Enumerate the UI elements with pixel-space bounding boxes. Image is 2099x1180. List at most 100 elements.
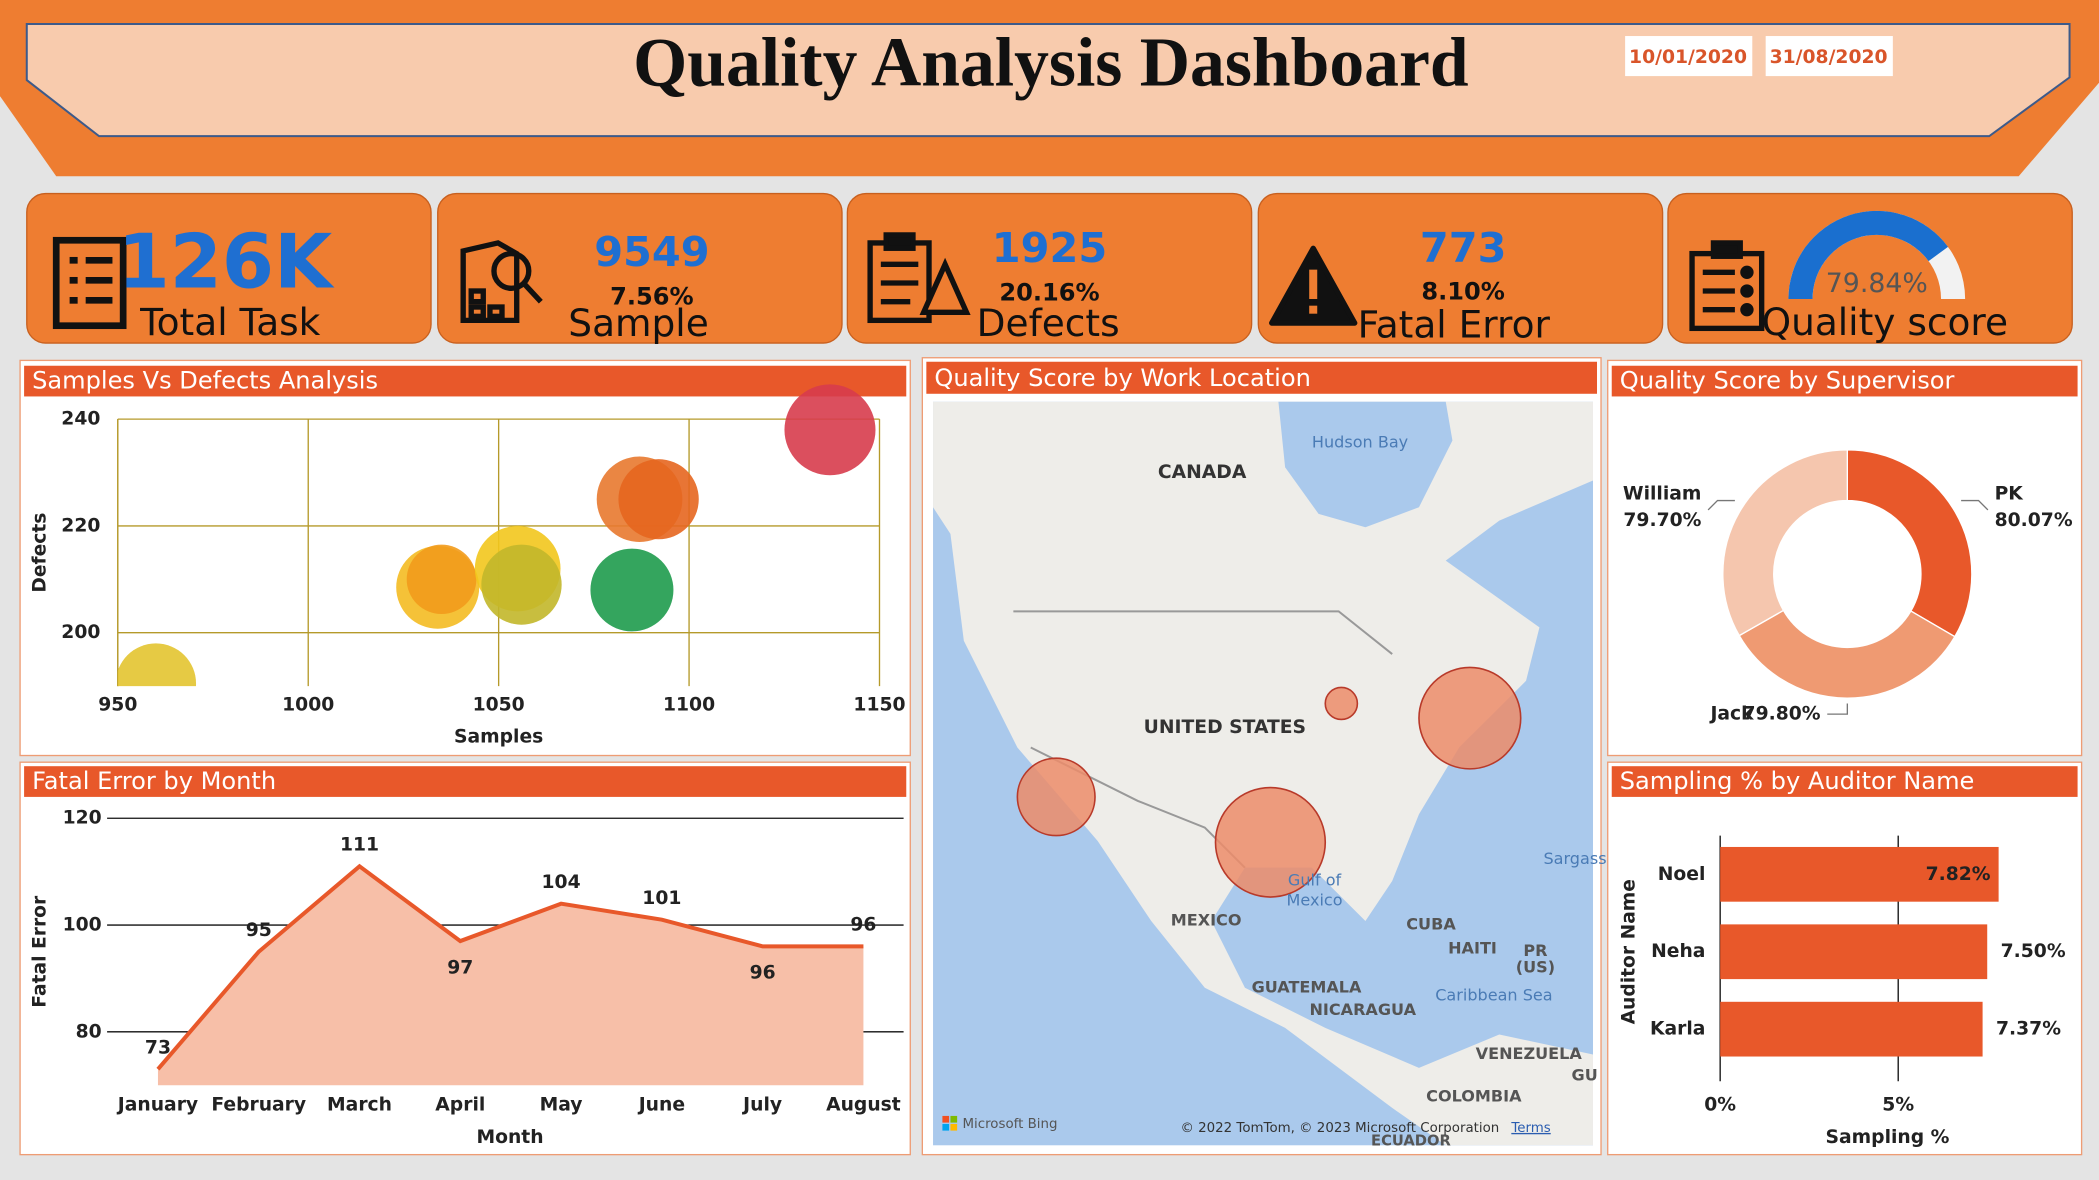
kpi-card <box>26 192 432 344</box>
panel-title: Quality Score by Supervisor <box>1620 367 1955 395</box>
data-label: 97 <box>447 957 473 978</box>
task-icon <box>52 236 127 330</box>
location-bubble[interactable] <box>1214 786 1327 898</box>
date-box[interactable] <box>1765 36 1893 77</box>
data-label: 95 <box>246 920 272 941</box>
location-bubble[interactable] <box>1324 686 1359 721</box>
kpi-card <box>1257 192 1664 344</box>
map-label: CUBA <box>1406 915 1456 934</box>
map-label: Caribbean Sea <box>1435 985 1552 1004</box>
panel-header <box>1611 365 2078 397</box>
x-tick-label: 1000 <box>282 694 334 715</box>
donut-slice[interactable] <box>1722 449 1849 637</box>
x-tick-label: July <box>741 1095 782 1116</box>
gauge-value: 79.84% <box>1826 268 1928 299</box>
y-tick-label: Neha <box>1651 941 1705 962</box>
map-label: MEXICO <box>1171 911 1242 930</box>
bar[interactable] <box>1720 924 1988 980</box>
donut-slice[interactable] <box>1738 609 1956 699</box>
bubble[interactable] <box>618 459 699 540</box>
kpi-label: Fatal Error <box>1358 303 1551 347</box>
data-label: 73 <box>145 1037 171 1058</box>
bing-logo <box>950 1115 958 1123</box>
kpi-label: Total Task <box>139 300 321 344</box>
date-box[interactable] <box>1625 36 1753 77</box>
panel-title: Quality Score by Work Location <box>934 364 1310 392</box>
kpi-share: 20.16% <box>999 279 1099 307</box>
quality-icon <box>1689 240 1765 332</box>
panel-title: Fatal Error by Month <box>32 767 276 795</box>
x-tick-label: 1150 <box>853 694 905 715</box>
kpi-card <box>1667 192 2073 344</box>
bar[interactable] <box>1720 846 1999 902</box>
map-label: GUATEMALA <box>1252 977 1362 996</box>
bing-logo <box>942 1123 950 1131</box>
location-bubble[interactable] <box>1016 757 1096 837</box>
panel <box>1607 359 2083 757</box>
bubble[interactable] <box>481 544 562 625</box>
date-from[interactable]: 10/01/2020 <box>1629 47 1747 68</box>
dashboard-title: Quality Analysis Dashboard <box>633 24 1468 101</box>
map-label: (US) <box>1516 957 1555 976</box>
y-tick-label: 200 <box>61 622 100 643</box>
x-tick-label: February <box>211 1095 306 1116</box>
x-tick-label: January <box>116 1095 198 1116</box>
map-label: Hudson Bay <box>1312 433 1409 452</box>
x-tick-label: 950 <box>98 694 137 715</box>
x-tick-label: 1100 <box>663 694 715 715</box>
map-label: Sargass <box>1543 849 1606 868</box>
slice-value: 79.80% <box>1743 704 1821 725</box>
location-bubble[interactable] <box>1418 666 1522 770</box>
donut-slice[interactable] <box>1846 449 1973 638</box>
data-label: 96 <box>850 915 876 936</box>
y-tick-label: Noel <box>1658 864 1706 885</box>
line <box>156 863 864 1071</box>
y-tick-label: 240 <box>61 409 100 430</box>
y-tick-label: Karla <box>1650 1019 1705 1040</box>
panel-header <box>1611 766 2078 797</box>
bubble[interactable] <box>406 544 477 615</box>
data-label: 111 <box>340 834 379 855</box>
map[interactable]: Hudson Bay CANADA UNITED STATES MEXICO G… <box>933 401 1607 1149</box>
slice-label: Jack <box>1708 704 1754 725</box>
header-plate <box>25 23 2071 138</box>
slice-value: 80.07% <box>1995 510 2073 531</box>
x-tick-label: 1050 <box>473 694 525 715</box>
x-tick-label: 5% <box>1882 1095 1914 1116</box>
bubble[interactable] <box>590 548 674 632</box>
bar[interactable] <box>1720 1001 1983 1057</box>
y-tick-label: 120 <box>63 808 102 829</box>
data-label: 7.82% <box>1926 864 1991 885</box>
x-axis-label: Month <box>476 1127 543 1148</box>
bubble[interactable] <box>116 643 197 723</box>
map-label: CANADA <box>1158 462 1247 483</box>
map-label: Mexico <box>1287 891 1343 910</box>
data-label: 7.50% <box>2001 941 2066 962</box>
leader-line <box>1827 703 1849 715</box>
bing-logo <box>950 1123 958 1131</box>
leader-line <box>1707 499 1735 511</box>
panel-header <box>24 766 907 797</box>
panel-title: Sampling % by Auditor Name <box>1620 767 1975 795</box>
slice-label: William <box>1623 483 1702 504</box>
map-terms[interactable]: Terms <box>1510 1121 1550 1136</box>
kpi-label: Quality score <box>1762 300 2008 344</box>
kpi-cards: 126K Total Task 9549 7.56% Sample 1925 2… <box>26 192 2073 347</box>
bubble[interactable] <box>784 384 876 476</box>
leader-line <box>1961 499 1989 511</box>
y-axis-label: Fatal Error <box>30 895 51 1008</box>
x-tick-label: August <box>826 1095 901 1116</box>
x-tick-label: May <box>540 1095 583 1116</box>
kpi-share: 8.10% <box>1421 277 1505 305</box>
area-fill <box>157 866 864 1086</box>
kpi-value: 126K <box>118 219 336 306</box>
map-label: NICARAGUA <box>1309 1000 1416 1019</box>
fatal-icon <box>1269 245 1358 326</box>
kpi-value: 773 <box>1420 224 1507 272</box>
data-label: 101 <box>642 888 681 909</box>
date-to[interactable]: 31/08/2020 <box>1770 47 1888 68</box>
map-label: UNITED STATES <box>1144 717 1306 738</box>
panel-title: Samples Vs Defects Analysis <box>32 367 378 395</box>
